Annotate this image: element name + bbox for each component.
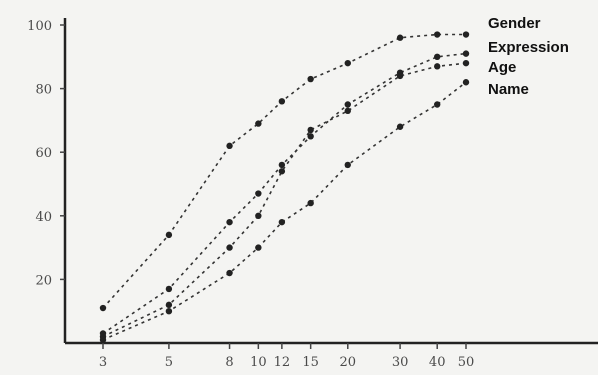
x-tick-label: 20: [340, 355, 357, 370]
x-tick-label: 10: [250, 355, 267, 370]
data-point: [307, 75, 314, 83]
data-point: [462, 79, 470, 86]
series-line: [102, 33, 466, 309]
x-tick-label: 5: [165, 355, 173, 370]
data-point: [226, 218, 233, 226]
y-tick-label: 80: [35, 83, 52, 98]
data-point: [165, 285, 173, 293]
y-tick-label: 20: [35, 273, 52, 288]
x-tick-labels: 3 5 8 10 12 15 20 30 40 50: [99, 343, 474, 370]
data-point: [307, 199, 314, 207]
data-point: [396, 34, 404, 41]
legend: Gender Expression Age Name: [488, 15, 569, 98]
data-point: [344, 161, 351, 169]
data-point: [226, 244, 233, 251]
data-point: [396, 123, 404, 130]
series-line: [102, 81, 467, 341]
data-point: [462, 59, 470, 67]
x-tick-label: 15: [302, 355, 319, 370]
x-tick-label: 50: [458, 355, 475, 370]
data-point: [344, 107, 351, 115]
data-point: [99, 336, 107, 344]
x-tick-label: 40: [429, 355, 446, 370]
series-line: [102, 52, 467, 335]
data-point: [165, 301, 173, 309]
y-tick-label: 40: [35, 210, 52, 225]
data-point: [99, 304, 107, 312]
legend-item-expression: Expression: [488, 39, 569, 56]
x-tick-label: 12: [274, 355, 291, 370]
data-point: [255, 190, 262, 197]
y-tick-label: 60: [35, 146, 52, 161]
data-point: [165, 308, 173, 315]
x-tick-label: 8: [225, 355, 233, 370]
data-point: [344, 59, 351, 67]
series-name: [99, 79, 470, 344]
data-point: [434, 63, 441, 70]
data-point: [255, 212, 262, 219]
x-tick-label: 30: [392, 355, 409, 370]
data-point: [434, 31, 441, 38]
series-expression: [99, 50, 470, 337]
legend-item-gender: Gender: [488, 15, 541, 32]
data-point: [278, 161, 286, 169]
data-point: [462, 50, 470, 57]
data-point: [307, 133, 314, 140]
data-point: [307, 126, 314, 134]
data-point: [434, 53, 441, 60]
chart-axes: [63, 18, 598, 345]
series-line: [102, 62, 467, 338]
legend-item-name: Name: [488, 81, 529, 98]
data-point: [278, 218, 286, 226]
data-point: [278, 98, 286, 105]
y-tick-labels: 20 40 60 80 100: [27, 19, 65, 288]
series-layer: [99, 31, 470, 344]
data-point: [278, 168, 286, 175]
data-point: [165, 231, 173, 239]
data-point: [226, 142, 233, 150]
series-gender: [99, 31, 470, 312]
data-point: [434, 101, 441, 108]
data-point: [462, 31, 470, 38]
series-age: [99, 59, 470, 340]
legend-item-age: Age: [488, 59, 516, 76]
data-point: [255, 120, 262, 127]
data-point: [344, 101, 351, 108]
y-tick-label: 100: [27, 19, 52, 34]
data-point: [255, 244, 262, 251]
x-tick-label: 3: [99, 355, 107, 370]
data-point: [396, 72, 404, 80]
data-point: [226, 269, 233, 277]
